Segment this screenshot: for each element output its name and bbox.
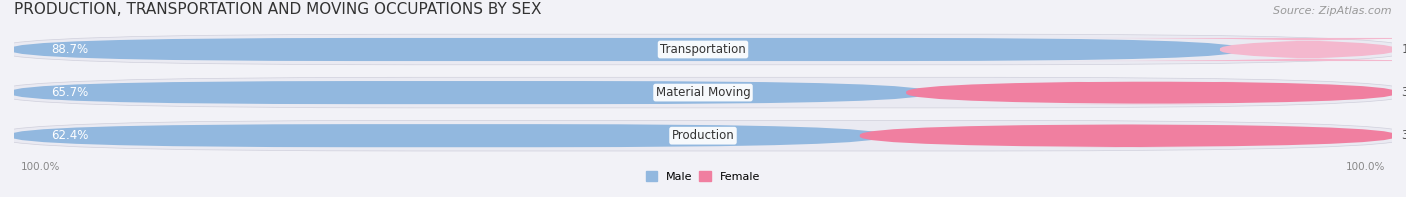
Text: 100.0%: 100.0% — [21, 162, 60, 172]
Text: 100.0%: 100.0% — [1346, 162, 1385, 172]
Text: 88.7%: 88.7% — [51, 43, 89, 56]
Text: Material Moving: Material Moving — [655, 86, 751, 99]
FancyBboxPatch shape — [10, 81, 928, 104]
FancyBboxPatch shape — [10, 124, 883, 147]
FancyBboxPatch shape — [1052, 38, 1406, 61]
Text: Production: Production — [672, 129, 734, 142]
Text: Source: ZipAtlas.com: Source: ZipAtlas.com — [1274, 6, 1392, 16]
FancyBboxPatch shape — [0, 120, 1406, 151]
FancyBboxPatch shape — [859, 124, 1396, 147]
Text: 11.3%: 11.3% — [1402, 43, 1406, 56]
Text: 65.7%: 65.7% — [51, 86, 89, 99]
FancyBboxPatch shape — [10, 38, 1241, 61]
FancyBboxPatch shape — [0, 34, 1406, 65]
Text: Transportation: Transportation — [661, 43, 745, 56]
FancyBboxPatch shape — [0, 77, 1406, 108]
Text: 37.7%: 37.7% — [1402, 129, 1406, 142]
Text: PRODUCTION, TRANSPORTATION AND MOVING OCCUPATIONS BY SEX: PRODUCTION, TRANSPORTATION AND MOVING OC… — [14, 2, 541, 17]
Text: 62.4%: 62.4% — [51, 129, 89, 142]
Text: 34.3%: 34.3% — [1402, 86, 1406, 99]
FancyBboxPatch shape — [905, 81, 1396, 104]
Legend: Male, Female: Male, Female — [641, 167, 765, 186]
